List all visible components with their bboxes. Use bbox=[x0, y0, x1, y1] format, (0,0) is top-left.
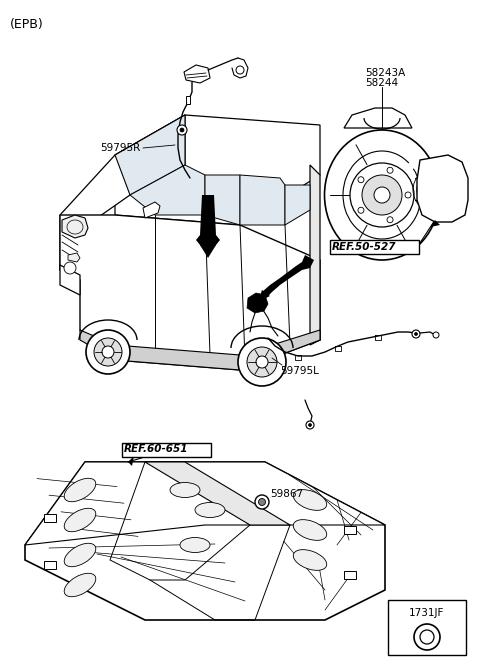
Polygon shape bbox=[80, 330, 320, 370]
Polygon shape bbox=[285, 185, 310, 225]
Text: (EPB): (EPB) bbox=[10, 18, 44, 31]
Polygon shape bbox=[25, 462, 385, 545]
Circle shape bbox=[387, 217, 393, 223]
Circle shape bbox=[238, 338, 286, 386]
Circle shape bbox=[309, 424, 312, 426]
Circle shape bbox=[236, 66, 244, 74]
Bar bbox=[344, 571, 356, 579]
Circle shape bbox=[255, 495, 269, 509]
Circle shape bbox=[437, 201, 442, 205]
Polygon shape bbox=[186, 96, 190, 104]
Text: 58244: 58244 bbox=[365, 78, 398, 88]
Ellipse shape bbox=[293, 519, 327, 541]
Polygon shape bbox=[417, 155, 468, 222]
Circle shape bbox=[358, 207, 364, 213]
Polygon shape bbox=[60, 215, 320, 370]
Polygon shape bbox=[260, 255, 314, 300]
Polygon shape bbox=[60, 265, 80, 295]
Circle shape bbox=[405, 192, 411, 198]
Bar bbox=[388, 600, 466, 655]
Circle shape bbox=[421, 180, 426, 184]
Polygon shape bbox=[115, 115, 320, 225]
Circle shape bbox=[86, 330, 130, 374]
Circle shape bbox=[420, 630, 434, 644]
Text: 59867: 59867 bbox=[270, 489, 303, 499]
Circle shape bbox=[437, 174, 442, 179]
Polygon shape bbox=[130, 165, 205, 215]
Circle shape bbox=[350, 163, 414, 227]
Polygon shape bbox=[196, 195, 220, 255]
Bar bbox=[344, 526, 356, 534]
Polygon shape bbox=[115, 115, 185, 195]
Ellipse shape bbox=[64, 573, 96, 597]
Ellipse shape bbox=[293, 550, 327, 571]
Circle shape bbox=[412, 330, 420, 338]
Circle shape bbox=[102, 346, 114, 358]
FancyBboxPatch shape bbox=[121, 442, 211, 456]
Polygon shape bbox=[247, 293, 268, 313]
Polygon shape bbox=[258, 290, 270, 302]
Ellipse shape bbox=[195, 503, 225, 517]
Polygon shape bbox=[25, 462, 385, 620]
Polygon shape bbox=[60, 115, 185, 230]
Circle shape bbox=[94, 338, 122, 366]
Ellipse shape bbox=[293, 489, 327, 510]
Circle shape bbox=[180, 128, 184, 132]
Polygon shape bbox=[240, 175, 285, 225]
Circle shape bbox=[256, 356, 268, 368]
Text: 1731JF: 1731JF bbox=[409, 608, 444, 618]
Text: 59795R: 59795R bbox=[100, 143, 140, 153]
Circle shape bbox=[64, 262, 76, 274]
Polygon shape bbox=[205, 175, 240, 225]
Polygon shape bbox=[143, 202, 160, 218]
Circle shape bbox=[247, 347, 277, 377]
Polygon shape bbox=[60, 215, 80, 280]
Circle shape bbox=[387, 168, 393, 174]
Polygon shape bbox=[128, 456, 134, 466]
Circle shape bbox=[417, 172, 453, 208]
Polygon shape bbox=[68, 253, 80, 262]
Circle shape bbox=[425, 180, 445, 200]
Polygon shape bbox=[344, 108, 412, 128]
Circle shape bbox=[415, 332, 418, 336]
Ellipse shape bbox=[170, 483, 200, 497]
Polygon shape bbox=[145, 462, 290, 525]
Circle shape bbox=[414, 624, 440, 650]
Ellipse shape bbox=[64, 508, 96, 532]
Ellipse shape bbox=[180, 537, 210, 553]
Text: REF.60-651: REF.60-651 bbox=[124, 444, 189, 454]
Polygon shape bbox=[310, 165, 320, 345]
Circle shape bbox=[177, 125, 187, 135]
Circle shape bbox=[421, 196, 426, 201]
Text: 59795L: 59795L bbox=[280, 366, 319, 376]
Circle shape bbox=[362, 175, 402, 215]
Circle shape bbox=[259, 499, 265, 505]
Circle shape bbox=[374, 187, 390, 203]
Polygon shape bbox=[184, 65, 210, 83]
Text: REF.50-527: REF.50-527 bbox=[332, 241, 396, 251]
Circle shape bbox=[306, 421, 314, 429]
Circle shape bbox=[446, 188, 452, 192]
Polygon shape bbox=[430, 220, 440, 227]
Circle shape bbox=[433, 332, 439, 338]
Bar bbox=[44, 514, 56, 522]
Ellipse shape bbox=[64, 478, 96, 501]
Polygon shape bbox=[62, 215, 88, 238]
Polygon shape bbox=[200, 245, 216, 258]
Ellipse shape bbox=[64, 543, 96, 567]
Text: 58243A: 58243A bbox=[365, 68, 405, 78]
Circle shape bbox=[358, 177, 364, 183]
Bar bbox=[44, 561, 56, 569]
FancyBboxPatch shape bbox=[329, 239, 419, 253]
